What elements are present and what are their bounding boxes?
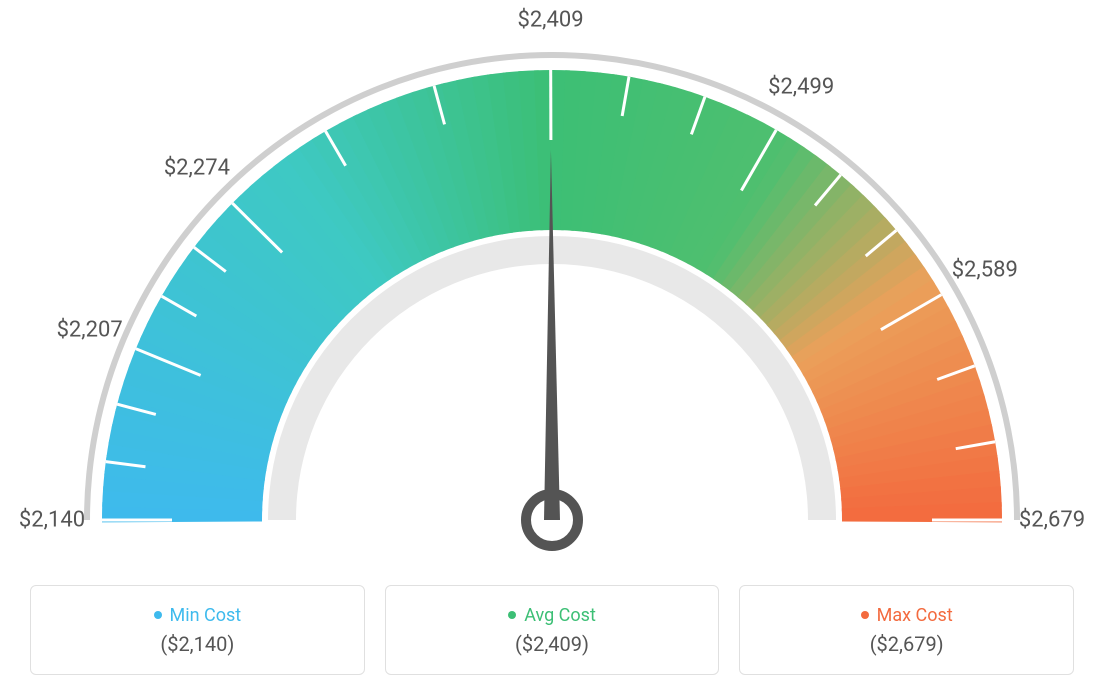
legend-dot-icon	[508, 611, 516, 619]
legend-label-row: Avg Cost	[508, 605, 596, 626]
gauge-tick-label: $2,679	[1019, 508, 1085, 533]
gauge-svg	[0, 0, 1104, 560]
gauge-tick-label: $2,207	[57, 317, 123, 342]
gauge-tick-label: $2,499	[768, 74, 834, 99]
legend-value: ($2,140)	[160, 632, 234, 656]
legend-label: Avg Cost	[524, 605, 596, 626]
legend-label: Max Cost	[877, 605, 953, 626]
legend-card: Min Cost ($2,140)	[30, 585, 365, 675]
gauge-tick-label: $2,589	[952, 257, 1018, 282]
gauge-tick-label: $2,409	[517, 8, 583, 33]
legend-label: Min Cost	[170, 605, 242, 626]
legend-card: Max Cost ($2,679)	[739, 585, 1074, 675]
gauge-tick-label: $2,274	[164, 155, 230, 180]
legend-value: ($2,679)	[870, 632, 944, 656]
legend-dot-icon	[861, 611, 869, 619]
gauge-tick-label: $2,140	[19, 508, 85, 533]
cost-gauge-chart: $2,140 $2,207 $2,274 $2,409 $2,499 $2,589 $2,6…	[0, 0, 1104, 690]
legend-value: ($2,409)	[515, 632, 589, 656]
legend-label-row: Min Cost	[154, 605, 242, 626]
legend-dot-icon	[154, 611, 162, 619]
legend-row: Min Cost ($2,140) Avg Cost ($2,409) Max Cost…	[0, 570, 1104, 690]
gauge-area: $2,140 $2,207 $2,274 $2,409 $2,499 $2,589 $2,6…	[0, 0, 1104, 560]
legend-label-row: Max Cost	[861, 605, 953, 626]
legend-card: Avg Cost ($2,409)	[385, 585, 720, 675]
